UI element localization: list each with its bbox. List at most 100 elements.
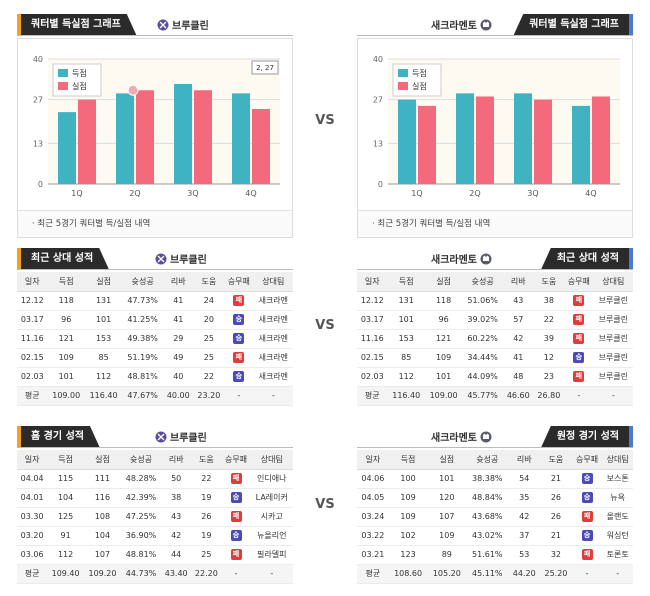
opponent-cell: 인디애나	[250, 469, 293, 489]
stat-cell: 85	[387, 348, 425, 368]
stat-cell: 03.20	[17, 526, 48, 546]
legend-label: 실점	[72, 81, 87, 91]
table-header-row: 일자 득점 실점 슛성공 리바 도움 승무패 상대팀	[357, 272, 633, 292]
table-row: 12.12 131 118 51.06% 43 38 패 브루클린	[357, 291, 633, 311]
score-bar	[174, 84, 192, 184]
win-badge: 승	[233, 333, 245, 344]
average-cell: 108.60	[388, 564, 428, 584]
average-cell: 109.00	[424, 386, 463, 406]
team-label: 새크라멘토	[431, 429, 492, 444]
stat-cell: 42	[508, 507, 541, 527]
opponent-cell: 브루클린	[593, 367, 633, 387]
table-row: 11.16 153 121 60.22% 42 39 패 브루클린	[357, 329, 633, 349]
stat-cell: 118	[424, 291, 463, 311]
column-header: 실점	[424, 272, 463, 292]
average-cell: 46.60	[503, 386, 534, 406]
table-row: 03.20 91 104 36.90% 42 19 승 뉴올리언	[17, 526, 293, 546]
stat-cell: 38.38%	[466, 469, 509, 489]
stat-cell: 43	[161, 507, 192, 527]
loss-badge: 패	[233, 295, 245, 306]
column-header: 리바	[163, 272, 194, 292]
result-cell: 패	[221, 507, 251, 527]
average-cell: -	[253, 386, 293, 406]
column-header: 리바	[508, 450, 541, 470]
stat-cell: 47.73%	[122, 291, 163, 311]
stat-cell: 21	[540, 526, 572, 546]
average-cell: 109.40	[47, 564, 85, 584]
panel-title: 최근 상대 성적	[17, 248, 109, 270]
table-row: 04.06 100 101 38.38% 54 21 승 보스톤	[357, 469, 633, 489]
stat-cell: 100	[388, 469, 428, 489]
team-name: 브루클린	[170, 255, 207, 266]
column-header: 일자	[357, 450, 389, 470]
quarter-graph-right: 쿼터별 득실점 그래프 새크라멘토 0 13 27 40 1Q 2Q 3Q 4Q 득점 실점 · …	[357, 14, 633, 238]
stat-cell: 03.21	[357, 545, 389, 565]
table-row: 03.17 96 101 41.25% 41 20 승 새크라멘	[17, 310, 293, 330]
stat-cell: 22	[193, 367, 225, 387]
win-badge: 승	[581, 492, 593, 503]
opponent-cell: 워싱턴	[602, 526, 633, 546]
conceded-bar	[78, 99, 96, 184]
stat-cell: 131	[84, 291, 123, 311]
table-header-row: 일자 득점 실점 슛성공 리바 도움 승무패 상대팀	[357, 450, 633, 470]
result-cell: 승	[221, 488, 251, 508]
column-header: 득점	[47, 272, 85, 292]
stat-cell: 03.06	[17, 545, 48, 565]
panel-header: 최근 상대 성적 브루클린	[17, 248, 293, 270]
team-label: 브루클린	[155, 429, 207, 444]
stat-cell: 112	[387, 367, 425, 387]
stat-cell: 29	[163, 329, 194, 349]
stat-cell: 121	[424, 329, 463, 349]
stat-cell: 19	[191, 488, 222, 508]
stat-cell: 40	[163, 367, 194, 387]
table-row: 04.05 109 120 48.84% 35 26 승 뉴욕	[357, 488, 633, 508]
average-cell: -	[250, 564, 293, 584]
column-header: 득점	[387, 272, 425, 292]
chart-note: · 최근 5경기 쿼터별 득/실점 내역	[18, 210, 292, 237]
stat-cell: 25	[191, 545, 222, 565]
table-header-row: 일자 득점 실점 슛성공 리바 도움 승무패 상대팀	[17, 272, 293, 292]
stat-cell: 38	[533, 291, 565, 311]
average-cell: 116.40	[387, 386, 425, 406]
opponent-cell: 새크라멘	[253, 310, 293, 330]
table-row: 03.21 123 89 51.61% 53 32 패 토론토	[357, 545, 633, 565]
average-cell: -	[571, 564, 603, 584]
loss-badge: 패	[581, 511, 593, 522]
stat-cell: 22	[533, 310, 565, 330]
result-cell: 패	[571, 545, 603, 565]
average-cell: 109.20	[84, 564, 121, 584]
average-cell: -	[593, 386, 633, 406]
x-tick-label: 2Q	[469, 189, 480, 198]
stat-cell: 116	[84, 488, 121, 508]
stat-cell: 42	[503, 329, 534, 349]
panel-title: 쿼터별 득실점 그래프	[17, 14, 137, 36]
stat-cell: 50	[161, 469, 192, 489]
stat-cell: 43.02%	[466, 526, 509, 546]
stat-cell: 107	[427, 507, 467, 527]
stat-cell: 02.03	[357, 367, 388, 387]
result-cell: 패	[224, 348, 254, 368]
column-header: 승무패	[564, 272, 594, 292]
stat-cell: 02.03	[17, 367, 48, 387]
column-header: 일자	[17, 450, 48, 470]
stat-cell: 104	[47, 488, 85, 508]
stat-cell: 41.25%	[122, 310, 163, 330]
loss-badge: 패	[230, 473, 242, 484]
average-cell: 109.00	[47, 386, 85, 406]
average-label: 평균	[357, 564, 389, 584]
result-cell: 패	[564, 367, 594, 387]
stat-cell: 12.12	[357, 291, 388, 311]
stat-cell: 118	[47, 291, 85, 311]
stat-cell: 24	[193, 291, 225, 311]
x-tick-label: 4Q	[585, 189, 596, 198]
conceded-bar	[418, 105, 436, 184]
stat-cell: 89	[427, 545, 467, 565]
quarter-chart: 0 13 27 40 1Q 2Q 3Q 4Q 득점 실점 · 최근 5경기 쿼터별 득/실점 내역	[357, 38, 633, 238]
stat-cell: 34.44%	[462, 348, 503, 368]
column-header: 승무패	[224, 272, 254, 292]
stat-cell: 11.16	[357, 329, 388, 349]
column-header: 리바	[503, 272, 534, 292]
average-cell: 26.80	[533, 386, 565, 406]
average-cell: 45.77%	[462, 386, 503, 406]
stats-table: 일자 득점 실점 슛성공 리바 도움 승무패 상대팀 12.12 118 131 47.73% 41 24…	[17, 272, 293, 406]
